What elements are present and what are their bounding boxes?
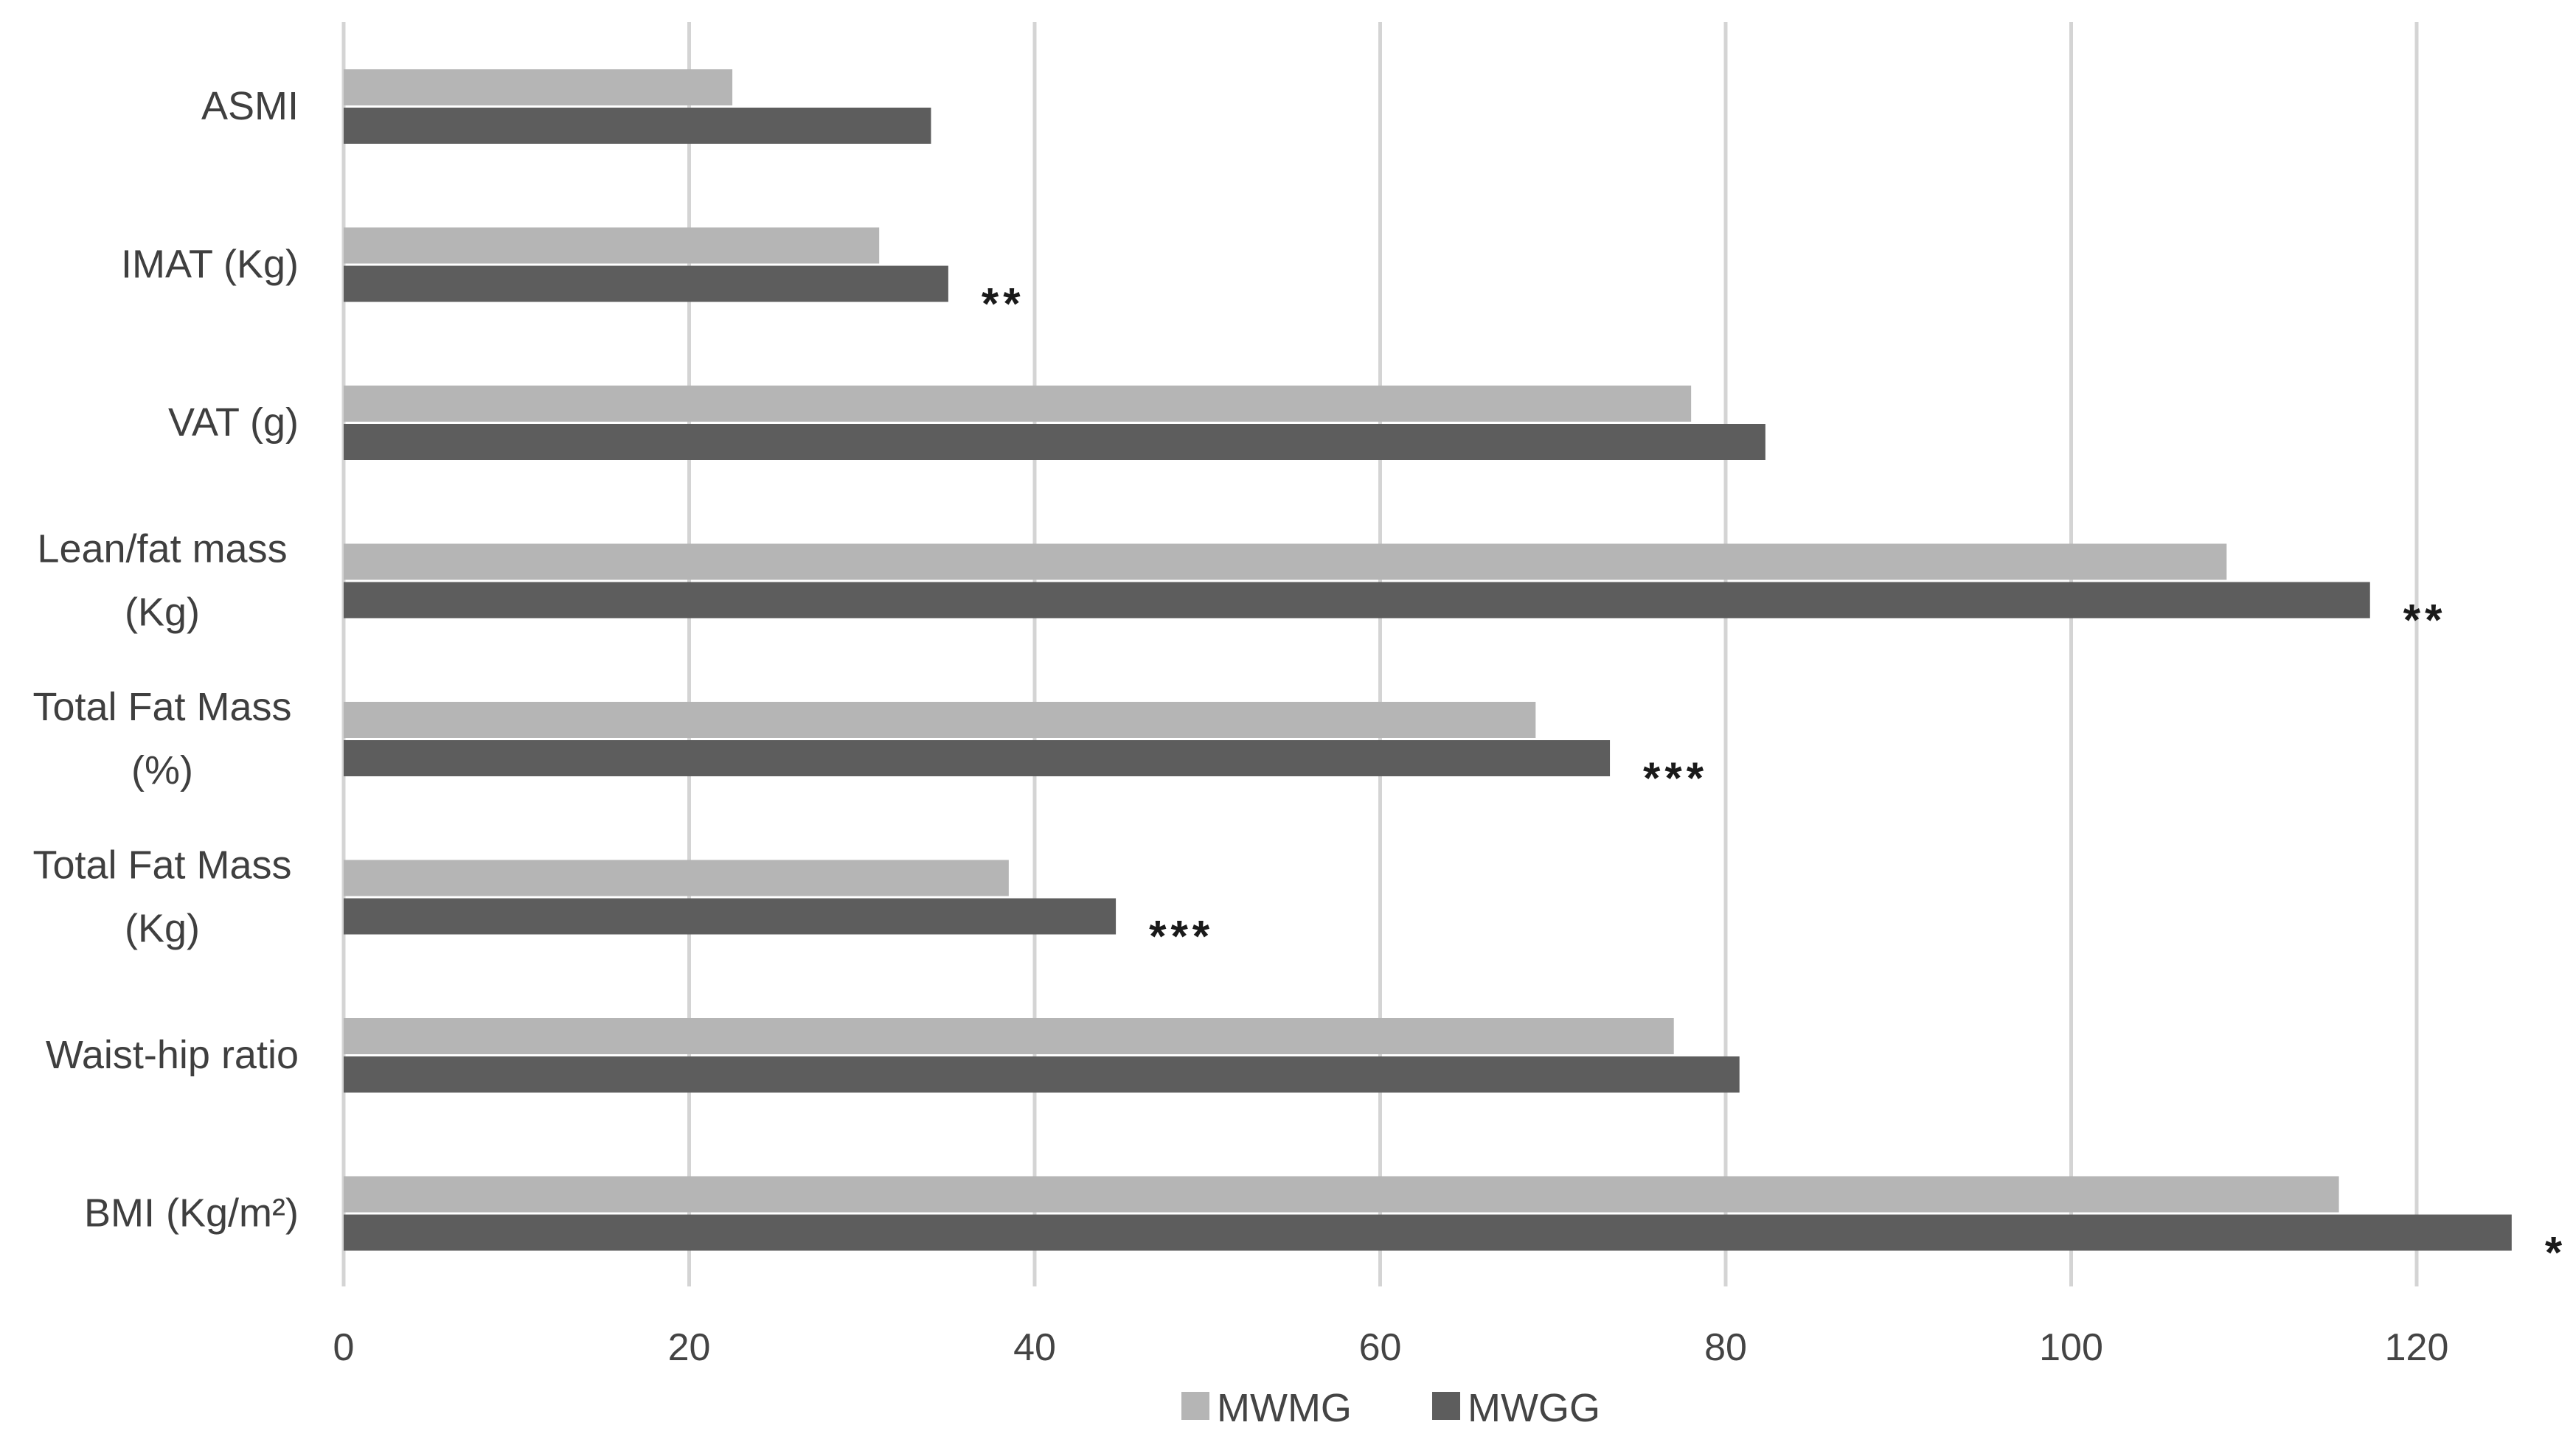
significance-marker: *** xyxy=(1643,753,1708,803)
bar-mwmg xyxy=(344,1018,1674,1054)
bar-mwgg xyxy=(344,898,1117,935)
gridlines xyxy=(341,22,2419,1286)
legend-label-mwgg: MWGG xyxy=(1468,1386,1600,1430)
category-label: VAT (g) xyxy=(168,400,299,445)
x-tick-label: 80 xyxy=(1704,1326,1747,1369)
significance-marker: *** xyxy=(1149,912,1214,961)
bar-mwmg xyxy=(344,1176,2339,1213)
legend-swatch-mwmg xyxy=(1181,1392,1209,1420)
x-tick-label: 60 xyxy=(1359,1326,1402,1369)
category-label: ASMI xyxy=(201,84,299,128)
bar-mwgg xyxy=(344,108,931,144)
category-label: IMAT (Kg) xyxy=(121,243,299,287)
significance-marker: ** xyxy=(2403,596,2447,645)
legend-swatch-mwgg xyxy=(1432,1392,1460,1420)
bar-mwgg xyxy=(344,582,2370,619)
bar-mwmg xyxy=(344,860,1009,896)
significance-markers: *********** xyxy=(982,279,2566,1278)
category-label: Total Fat Mass (%) xyxy=(32,685,291,793)
bar-mwmg xyxy=(344,702,1536,738)
bar-mwmg xyxy=(344,227,880,264)
x-tick-label: 100 xyxy=(2039,1326,2103,1369)
bar-mwmg xyxy=(344,543,2227,580)
bar-mwmg xyxy=(344,69,733,105)
x-tick-label: 20 xyxy=(668,1326,711,1369)
bar-mwgg xyxy=(344,1214,2512,1251)
category-label: BMI (Kg/m²) xyxy=(84,1191,299,1236)
category-labels: ASMI IMAT (Kg) VAT (g) Lean/fat mass (Kg) Tot… xyxy=(32,84,299,1236)
category-label: Total Fat Mass (Kg) xyxy=(32,843,291,951)
x-tick-label: 40 xyxy=(1013,1326,1056,1369)
bar-mwmg xyxy=(344,386,1692,422)
category-label: Waist-hip ratio xyxy=(46,1033,299,1077)
legend-label-mwmg: MWMG xyxy=(1217,1386,1352,1430)
category-label: Lean/fat mass (Kg) xyxy=(37,527,287,635)
x-tick-label: 0 xyxy=(333,1326,355,1369)
bar-mwgg xyxy=(344,1056,1740,1093)
x-tick-labels: 0 20 40 60 80 100 120 xyxy=(333,1326,2449,1369)
bar-mwgg xyxy=(344,424,1765,460)
x-tick-label: 120 xyxy=(2385,1326,2449,1369)
significance-marker: ** xyxy=(982,279,1025,329)
significance-marker: * xyxy=(2545,1228,2566,1278)
bar-mwgg xyxy=(344,740,1611,776)
legend: MWMG MWGG xyxy=(1181,1386,1600,1430)
bar-mwgg xyxy=(344,265,948,302)
bars xyxy=(344,69,2512,1251)
